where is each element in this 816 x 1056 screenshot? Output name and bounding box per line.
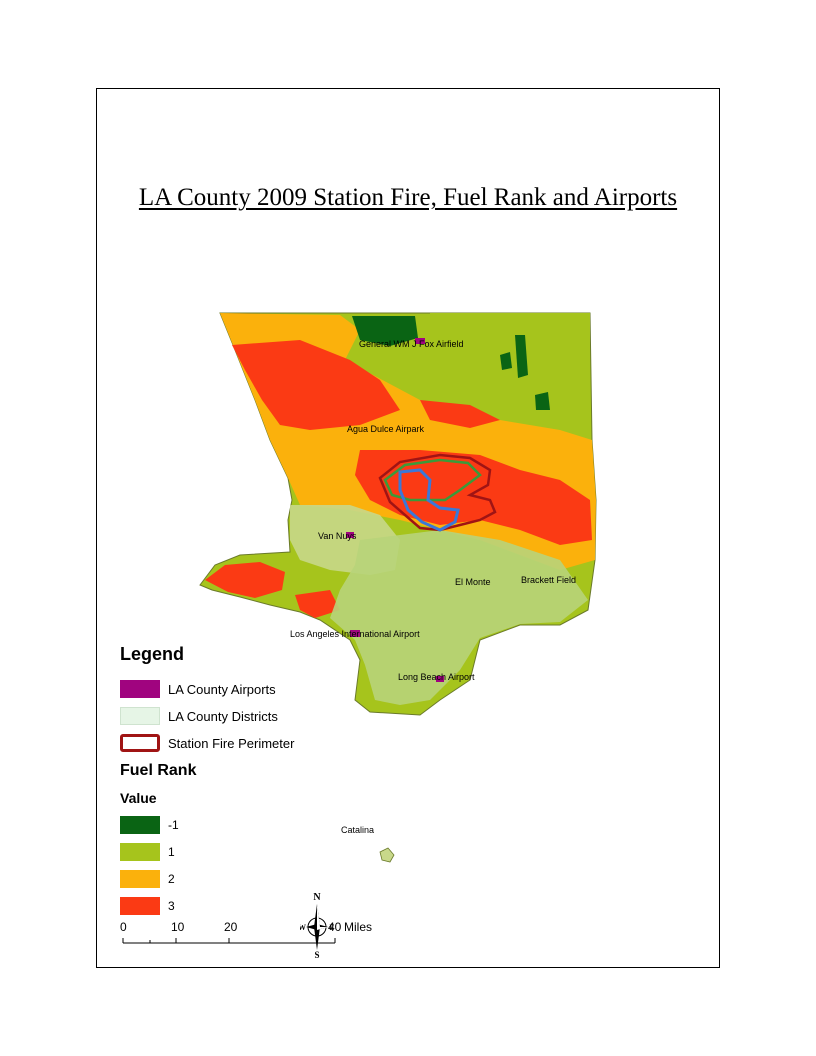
legend-swatch-2 [120,870,160,888]
legend-value-2: 2 [120,870,175,888]
airport-label-agua-dulce: Agua Dulce Airpark [347,424,425,434]
scale-tick-10: 10 [171,920,185,934]
legend-swatch-3 [120,897,160,915]
legend-value-label-1: 1 [168,845,175,859]
fuel-rank-3-central [355,450,592,545]
east-letter: E [329,923,334,932]
compass-rose-icon: N S W E [298,892,335,960]
legend-item-airports: LA County Airports [120,679,276,699]
place-label-catalina: Catalina [341,825,375,835]
fuel-rank-neg1-north [352,316,418,346]
catalina-island [379,847,395,863]
legend-label-airports: LA County Airports [168,681,276,697]
fuel-rank-3-south [295,590,340,618]
airport-marker-lax [350,630,360,637]
airport-marker-long-beach [436,676,444,682]
legend-value-3: 3 [120,897,175,915]
legend-value-label-neg1: -1 [168,818,179,832]
fuel-rank-title: Fuel Rank [120,762,197,779]
desert-northeast [430,313,590,430]
scale-tick-20: 20 [224,920,238,934]
airport-marker-fox [415,338,425,344]
station-fire-inner-blue [398,468,460,532]
south-letter: S [314,950,319,960]
north-letter: N [313,892,321,903]
legend-label-districts: LA County Districts [168,708,278,724]
legend-item-fire-perimeter: Station Fire Perimeter [120,733,294,753]
legend-swatch-fire-perimeter [120,734,160,752]
legend-label-fire-perimeter: Station Fire Perimeter [168,735,295,751]
fuel-rank-neg1-mid [500,352,512,370]
legend-swatch-districts [120,707,160,725]
station-fire-inner-green [383,458,482,502]
airport-marker-van-nuys [346,532,354,538]
airport-label-lax: Los Angeles International Airport [290,629,420,639]
legend-swatch-1 [120,843,160,861]
station-fire-perimeter [378,453,497,532]
fuel-rank-3-southwest [205,562,285,598]
airport-label-fox: General WM J Fox Airfield [359,339,464,349]
fuel-rank-neg1-east [515,335,528,378]
map-frame [96,88,720,968]
airport-label-el-monte: El Monte [455,577,491,587]
urban-basin [330,530,588,705]
legend-value-label-3: 3 [168,899,175,913]
airport-label-long-beach: Long Beach Airport [398,672,475,682]
north-arrow: N S W E [298,890,335,960]
scale-tick-0: 0 [120,920,127,934]
legend-swatch-neg1 [120,816,160,834]
legend-value-neg1: -1 [120,816,179,834]
value-title: Value [120,790,157,806]
fuel-rank-neg1-east2 [535,392,550,410]
map-title: LA County 2009 Station Fire, Fuel Rank a… [138,184,678,211]
airport-label-brackett: Brackett Field [521,575,577,585]
scale-bar: 0 10 20 40 Miles [120,920,380,960]
west-letter: W [300,923,306,932]
legend-title: Legend [120,644,185,664]
legend-swatch-airports [120,680,160,698]
legend-value-1: 1 [120,843,175,861]
scale-unit: Miles [344,920,373,934]
legend-value-label-2: 2 [168,872,175,886]
scale-line [122,938,336,944]
airport-label-van-nuys: Van Nuys [318,531,357,541]
fuel-rank-3-northwest [232,340,400,430]
scale-tick-40: 40 [328,920,342,934]
legend-item-districts: LA County Districts [120,706,278,726]
fuel-rank-3-north-strip [420,400,500,428]
